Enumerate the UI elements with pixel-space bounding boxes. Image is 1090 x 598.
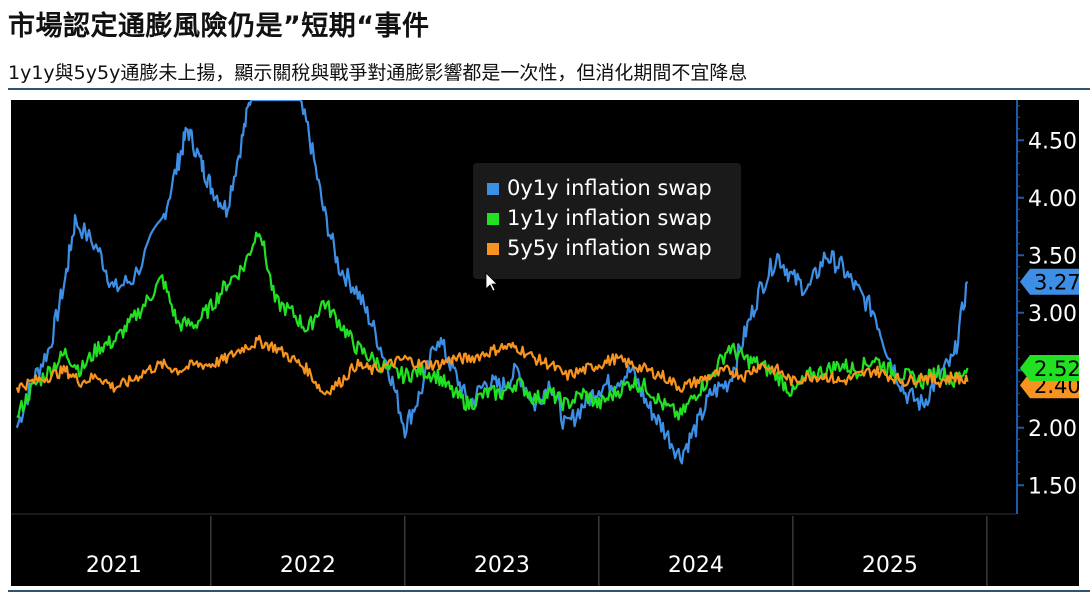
x-tick-label: 2024 [668, 553, 724, 578]
y-tick-label: 4.00 [1028, 187, 1077, 212]
y-tick-label: 1.50 [1028, 474, 1077, 499]
legend-swatch [487, 183, 499, 195]
y-tick-label: 4.50 [1028, 129, 1077, 154]
x-tick-label: 2025 [862, 553, 918, 578]
legend-label: 0y1y inflation swap [507, 176, 712, 200]
x-axis: 2021 2022 2023 2024 2025 [11, 513, 1016, 586]
legend-label: 5y5y inflation swap [507, 236, 712, 260]
mouse-cursor-icon [485, 272, 498, 292]
legend-label: 1y1y inflation swap [507, 206, 712, 230]
legend-swatch [487, 213, 499, 225]
cursor-arrow [485, 272, 498, 292]
y-axis: 1.502.002.503.003.504.004.50 [1016, 100, 1077, 514]
last-value-label: 3.27 [1034, 271, 1079, 295]
x-tick-label: 2021 [86, 553, 142, 578]
top-divider [8, 88, 1090, 90]
last-value-label: 2.52 [1034, 357, 1079, 381]
last-value-badge [1020, 268, 1082, 295]
bottom-divider [8, 590, 1090, 592]
y-tick-label: 3.00 [1028, 302, 1077, 327]
chart-legend: 0y1y inflation swap 1y1y inflation swap 5y… [473, 163, 741, 279]
series-line [15, 98, 969, 465]
series-line [16, 231, 969, 421]
y-tick-label: 2.00 [1028, 417, 1077, 442]
plot-area [15, 98, 969, 465]
x-tick-label: 2022 [280, 553, 336, 578]
legend-box [473, 163, 741, 279]
page-subtitle: 1y1y與5y5y通膨未上揚，顯示關稅與戰爭對通膨影響都是一次性，但消化期間不宜… [8, 62, 748, 84]
last-value-labels: 2.402.523.27 [1020, 268, 1082, 399]
last-value-badge [1020, 354, 1082, 381]
x-tick-label: 2023 [474, 553, 530, 578]
series-line [15, 334, 969, 396]
legend-swatch [487, 243, 499, 255]
y-tick-label: 3.50 [1028, 244, 1077, 269]
page-title: 市場認定通膨風險仍是”短期“事件 [8, 11, 430, 42]
